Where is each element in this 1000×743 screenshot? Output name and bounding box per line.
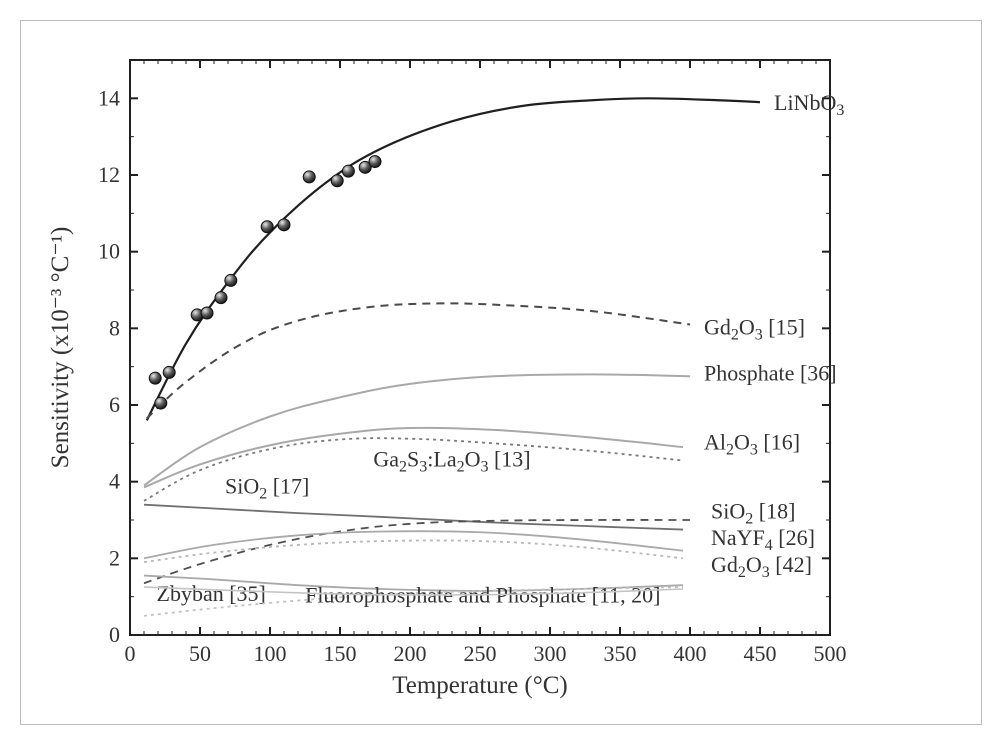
- x-tick-label: 200: [394, 641, 427, 666]
- x-tick-label: 50: [189, 641, 211, 666]
- x-tick-label: 100: [254, 641, 287, 666]
- data-point: [261, 221, 273, 233]
- x-tick-label: 0: [125, 641, 136, 666]
- x-tick-label: 250: [464, 641, 497, 666]
- data-point: [369, 156, 381, 168]
- series-label-Phosphate_36: Phosphate [36]: [704, 360, 837, 385]
- data-point: [331, 175, 343, 187]
- x-axis-label: Temperature (°C): [392, 672, 568, 699]
- series-label-SiO2_17: SiO2 [17]: [225, 473, 309, 502]
- series-label-NaYF4_26: NaYF4 [26]: [711, 525, 815, 554]
- series-label-Ga2S3La2O3_13: Ga2S3:La2O3 [13]: [373, 447, 530, 476]
- data-point: [163, 366, 175, 378]
- y-tick-label: 0: [109, 622, 120, 647]
- sensitivity-chart: 0 50 100 150 200 250 300 350 400 450 500 0 2 4 6 8 10 12 1…: [0, 0, 1000, 743]
- y-axis-label: Sensitivity (x10⁻³ °C⁻¹): [47, 227, 74, 469]
- y-tick-label: 14: [98, 85, 120, 110]
- data-point: [278, 219, 290, 231]
- series-label-Zbyban_35: Zbyban [35]: [157, 581, 266, 606]
- x-tick-label: 350: [604, 641, 637, 666]
- series-label-Gd2O3_42: Gd2O3 [42]: [711, 552, 812, 581]
- x-tick-label: 150: [324, 641, 357, 666]
- data-point: [225, 274, 237, 286]
- x-tick-label: 400: [674, 641, 707, 666]
- y-tick-label: 12: [98, 162, 120, 187]
- series-label-Gd2O3_15: Gd2O3 [15]: [704, 314, 805, 343]
- x-tick-label: 500: [814, 641, 847, 666]
- x-tick-label: 300: [534, 641, 567, 666]
- data-point: [215, 292, 227, 304]
- y-tick-label: 4: [109, 469, 120, 494]
- data-point: [149, 372, 161, 384]
- y-tick-label: 8: [109, 315, 120, 340]
- chart-container: 0 50 100 150 200 250 300 350 400 450 500 0 2 4 6 8 10 12 1…: [0, 0, 1000, 743]
- y-tick-label: 6: [109, 392, 120, 417]
- x-tick-label: 450: [744, 641, 777, 666]
- data-point: [342, 165, 354, 177]
- y-tick-label: 10: [98, 239, 120, 264]
- data-point: [303, 171, 315, 183]
- series-label-LiNbO3: LiNbO3: [774, 90, 844, 119]
- data-point: [201, 307, 213, 319]
- y-tick-label: 2: [109, 545, 120, 570]
- data-point: [155, 397, 167, 409]
- series-label-SiO2_18: SiO2 [18]: [711, 498, 795, 527]
